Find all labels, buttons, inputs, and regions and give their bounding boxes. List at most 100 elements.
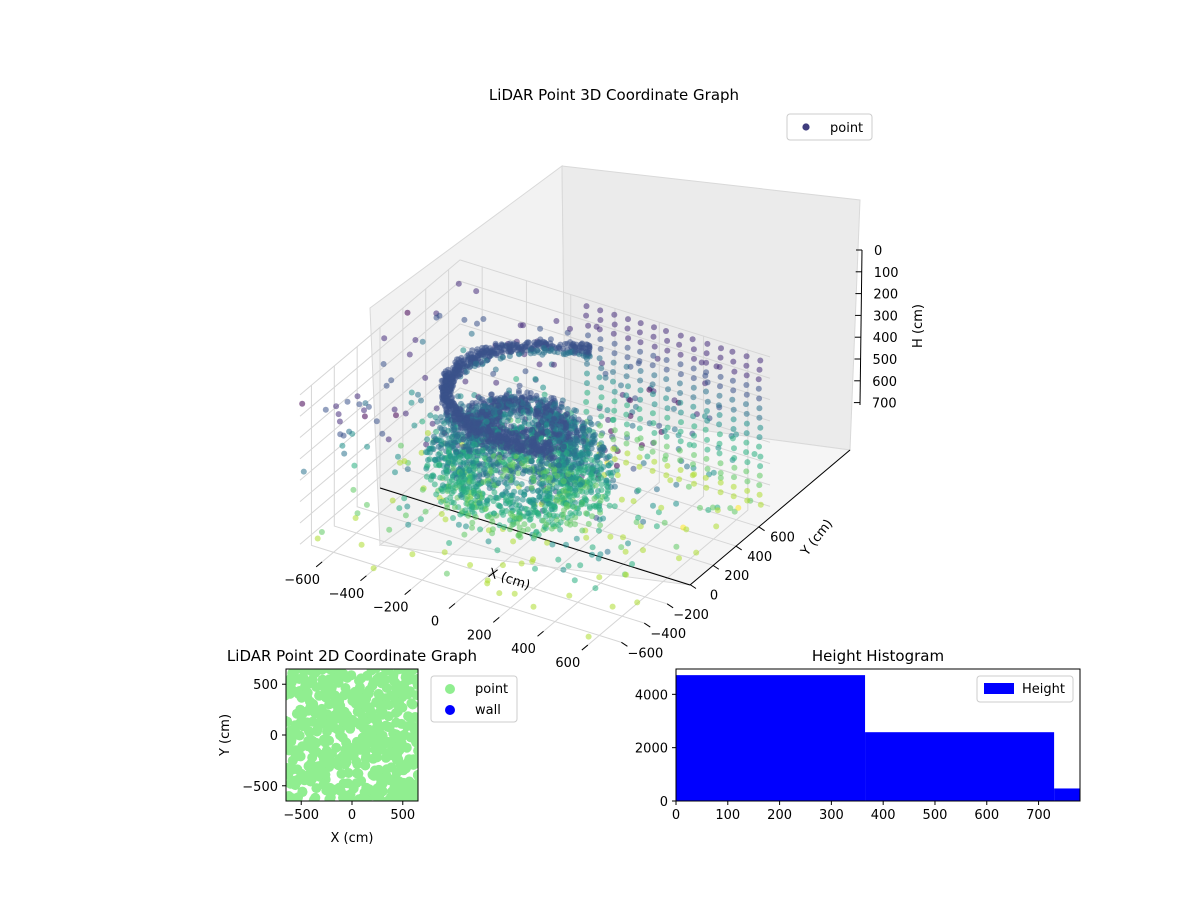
grid-line-y xyxy=(402,308,713,566)
data-point-3d xyxy=(463,368,470,375)
data-point-3d xyxy=(691,480,697,487)
data-point-3d xyxy=(433,491,440,498)
data-point-3d xyxy=(438,384,445,391)
data-point-3d xyxy=(395,453,401,460)
data-point-3d xyxy=(490,409,497,416)
data-point-3d xyxy=(598,384,605,391)
data-point-3d xyxy=(469,524,475,531)
data-point-3d xyxy=(634,599,641,606)
data-point-3d xyxy=(691,432,697,439)
x-tick-label-3d: 200 xyxy=(467,628,492,643)
data-point-3d xyxy=(450,499,457,506)
data-point-2d xyxy=(290,751,301,762)
data-point-3d xyxy=(702,426,709,433)
data-point-3d xyxy=(490,370,497,377)
data-point-3d xyxy=(623,421,630,428)
data-point-3d xyxy=(592,482,599,489)
data-point-3d xyxy=(649,362,656,369)
data-point-3d xyxy=(472,360,479,367)
data-point-2d xyxy=(361,701,371,711)
data-point-3d xyxy=(486,456,492,463)
data-point-3d xyxy=(559,494,566,501)
data-point-2d xyxy=(368,677,379,688)
data-point-3d xyxy=(457,453,463,460)
data-point-3d xyxy=(392,469,398,476)
data-point-3d xyxy=(483,418,490,425)
data-point-3d xyxy=(543,521,550,528)
data-point-3d xyxy=(756,395,763,402)
data-point-3d xyxy=(583,456,589,463)
data-point-3d xyxy=(597,346,604,352)
z-tick-label-3d: 400 xyxy=(873,331,898,346)
data-point-2d xyxy=(401,721,412,732)
data-point-3d xyxy=(350,486,357,493)
data-point-3d xyxy=(584,370,590,377)
data-point-2d xyxy=(340,759,350,770)
data-point-3d xyxy=(492,467,499,474)
data-point-3d xyxy=(637,320,644,327)
data-point-3d xyxy=(470,463,477,470)
data-point-3d xyxy=(609,469,616,476)
data-point-3d xyxy=(463,417,470,424)
data-point-3d xyxy=(344,398,351,405)
data-point-3d xyxy=(702,474,709,481)
data-point-3d xyxy=(513,480,520,487)
data-point-3d xyxy=(597,317,604,323)
data-point-3d xyxy=(704,379,711,386)
data-point-3d xyxy=(533,411,539,418)
data-point-3d xyxy=(566,476,573,483)
data-point-3d xyxy=(676,380,683,387)
data-point-3d xyxy=(507,439,514,446)
data-point-2d xyxy=(336,768,347,779)
data-point-3d xyxy=(485,538,492,545)
data-point-2d xyxy=(360,760,371,771)
data-point-2d xyxy=(317,669,327,675)
data-point-3d xyxy=(373,418,380,425)
data-point-3d xyxy=(462,378,469,385)
data-point-3d xyxy=(579,451,586,458)
data-point-3d xyxy=(550,512,557,519)
data-point-3d xyxy=(586,479,593,486)
data-point-3d xyxy=(429,420,436,427)
data-point-3d xyxy=(611,503,618,510)
data-point-3d xyxy=(515,470,522,477)
data-point-3d xyxy=(518,481,525,488)
data-point-3d xyxy=(565,562,572,569)
histogram-bar xyxy=(865,732,1055,801)
data-point-3d xyxy=(442,395,449,402)
data-point-3d xyxy=(469,453,476,460)
data-point-3d xyxy=(520,470,526,477)
data-point-3d xyxy=(535,448,542,455)
data-point-3d xyxy=(559,404,566,411)
y-ticks-3d: −600 −400 −2000 200 400 600 xyxy=(621,526,795,661)
data-point-3d xyxy=(624,402,631,409)
data-point-3d xyxy=(757,453,764,460)
data-point-3d xyxy=(391,406,398,413)
data-point-3d xyxy=(727,505,734,512)
legend-3d-marker xyxy=(802,123,810,131)
legend-hist-label: Height xyxy=(1022,682,1065,697)
data-point-3d xyxy=(528,345,535,352)
data-point-2d xyxy=(333,677,344,688)
data-point-3d xyxy=(756,434,763,441)
data-point-3d xyxy=(663,366,670,373)
data-point-3d xyxy=(597,522,604,529)
legend-2d-point-label: point xyxy=(475,682,508,697)
legend-3d-frame xyxy=(786,113,873,141)
data-point-3d xyxy=(651,458,658,465)
data-point-3d xyxy=(743,410,750,417)
data-point-3d xyxy=(453,404,460,411)
data-point-3d xyxy=(473,288,480,295)
scatter3d-title: LiDAR Point 3D Coordinate Graph xyxy=(489,86,739,104)
data-point-3d xyxy=(542,509,549,516)
data-point-3d xyxy=(506,398,513,405)
data-point-3d xyxy=(677,371,684,378)
data-point-3d xyxy=(508,348,515,355)
data-point-3d xyxy=(535,488,541,495)
data-point-3d xyxy=(598,481,605,488)
data-point-3d xyxy=(508,504,515,511)
data-point-3d xyxy=(427,476,434,483)
data-point-3d xyxy=(579,488,586,495)
data-point-3d xyxy=(488,514,495,521)
data-point-3d xyxy=(480,316,487,322)
